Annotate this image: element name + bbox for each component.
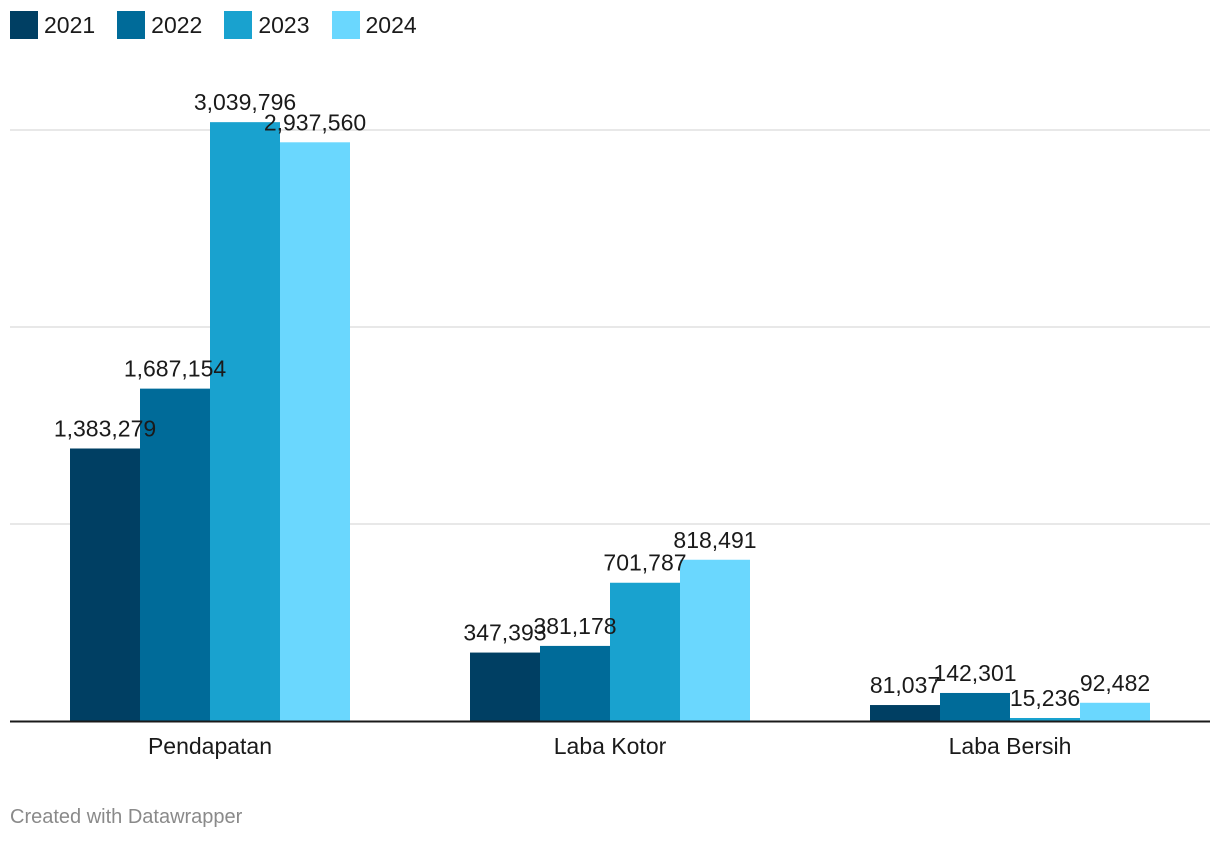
- category-label-laba-kotor: Laba Kotor: [554, 733, 667, 759]
- legend-label-2022: 2022: [151, 11, 203, 38]
- x-axis: Pendapatan Laba Kotor Laba Bersih: [10, 720, 1210, 759]
- bars: [70, 122, 1150, 722]
- legend-item-2021: 2021: [10, 11, 95, 39]
- legend-item-2023: 2023: [224, 11, 310, 39]
- legend-swatch-2023: [224, 11, 253, 39]
- data-label-laba-bersih-2021: 81,037: [870, 672, 940, 698]
- legend-label-2023: 2023: [258, 11, 310, 38]
- category-label-pendapatan: Pendapatan: [148, 733, 272, 759]
- data-label-laba-bersih-2023: 15,236: [1010, 685, 1080, 711]
- data-label-laba-bersih-2024: 92,482: [1080, 670, 1150, 696]
- category-label-laba-bersih: Laba Bersih: [949, 733, 1072, 759]
- bar-laba-bersih-2024: [1080, 702, 1150, 721]
- legend-item-2024: 2024: [331, 11, 417, 39]
- legend-swatch-2022: [117, 11, 146, 39]
- legend-label-2021: 2021: [44, 11, 96, 38]
- data-label-laba-bersih-2022: 142,301: [933, 660, 1016, 686]
- legend-label-2024: 2024: [365, 11, 417, 38]
- data-label-laba-kotor-2023: 701,787: [603, 550, 686, 576]
- legend-item-2022: 2022: [117, 11, 202, 39]
- bar-pendapatan-2022: [140, 388, 210, 721]
- legend-swatch-2021: [10, 11, 38, 39]
- data-label-laba-kotor-2021: 347,393: [463, 620, 546, 646]
- data-label-laba-kotor-2024: 818,491: [673, 527, 756, 553]
- bar-laba-bersih-2021: [870, 705, 940, 721]
- bar-pendapatan-2023: [210, 122, 280, 722]
- data-label-laba-kotor-2022: 381,178: [533, 613, 616, 639]
- bar-laba-kotor-2023: [610, 582, 680, 721]
- legend: 2021 2022 2023 2024: [10, 11, 417, 39]
- legend-swatch-2024: [331, 11, 360, 39]
- data-label-pendapatan-2023: 3,039,796: [194, 89, 296, 115]
- bar-pendapatan-2024: [280, 142, 350, 722]
- credit-text: Created with Datawrapper: [10, 806, 243, 828]
- bar-laba-bersih-2022: [940, 692, 1010, 721]
- bar-laba-kotor-2021: [470, 652, 540, 721]
- bar-laba-bersih-2023: [1010, 717, 1080, 721]
- bar-laba-kotor-2022: [540, 645, 610, 721]
- bar-laba-kotor-2024: [680, 559, 750, 721]
- data-label-pendapatan-2022: 1,687,154: [124, 356, 227, 382]
- data-label-pendapatan-2024: 2,937,560: [264, 109, 366, 135]
- data-label-pendapatan-2021: 1,383,279: [54, 415, 156, 441]
- bar-pendapatan-2021: [70, 448, 140, 721]
